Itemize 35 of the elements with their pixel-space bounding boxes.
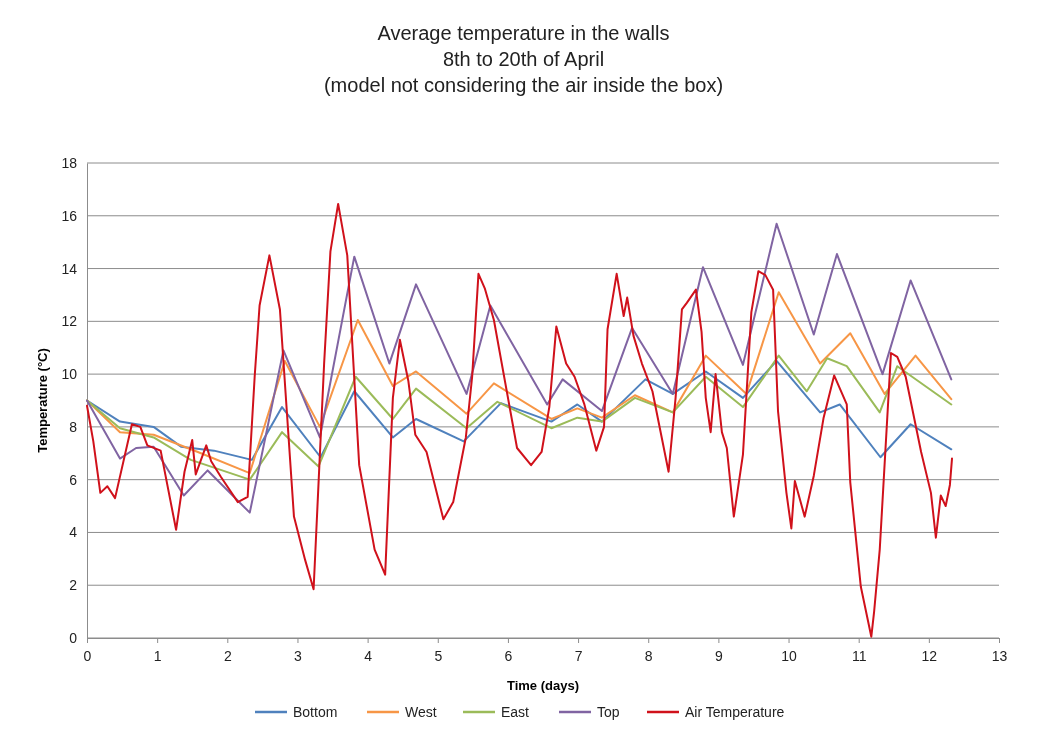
x-tick-label: 12: [921, 648, 938, 665]
x-tick-label: 6: [504, 648, 513, 665]
y-axis-title: Temperature (°C): [35, 348, 50, 453]
x-tick-label: 8: [644, 648, 653, 665]
legend-label: West: [405, 704, 437, 720]
x-axis-title: Time (days): [506, 678, 580, 693]
x-tick-label: 10: [781, 648, 798, 665]
x-tick-label: 7: [574, 648, 583, 665]
line-series: [86, 354, 953, 481]
legend-label: East: [501, 704, 530, 720]
legend-label: Bottom: [293, 704, 338, 720]
legend-label: Top: [597, 704, 620, 720]
x-tick-label: 11: [851, 648, 867, 665]
y-tick-label: 0: [69, 629, 78, 646]
y-tick-label: 2: [69, 577, 78, 594]
y-tick-label: 16: [61, 207, 78, 224]
legend-label: Air Temperature: [685, 704, 785, 720]
y-tick-label: 18: [61, 154, 78, 171]
y-tick-label: 12: [61, 313, 78, 330]
x-tick-label: 13: [991, 648, 1008, 665]
x-tick-label: 5: [434, 648, 443, 665]
y-tick-label: 14: [61, 260, 78, 277]
chart-title: Average temperature in the walls 8th to 20th of April (model not considering the air inside the box): [323, 22, 724, 96]
y-tick-label: 6: [69, 471, 78, 488]
y-tick-label: 4: [69, 524, 78, 541]
x-tick-label: 9: [714, 648, 723, 665]
x-tick-label: 3: [294, 648, 303, 665]
y-tick-label: 8: [69, 418, 78, 435]
x-tick-label: 1: [153, 648, 162, 665]
line-series: [86, 202, 953, 638]
x-tick-label: 0: [83, 648, 92, 665]
y-tick-label: 10: [61, 366, 78, 383]
x-tick-label: 2: [223, 648, 232, 665]
line-series: [86, 222, 953, 514]
x-tick-label: 4: [364, 648, 373, 665]
